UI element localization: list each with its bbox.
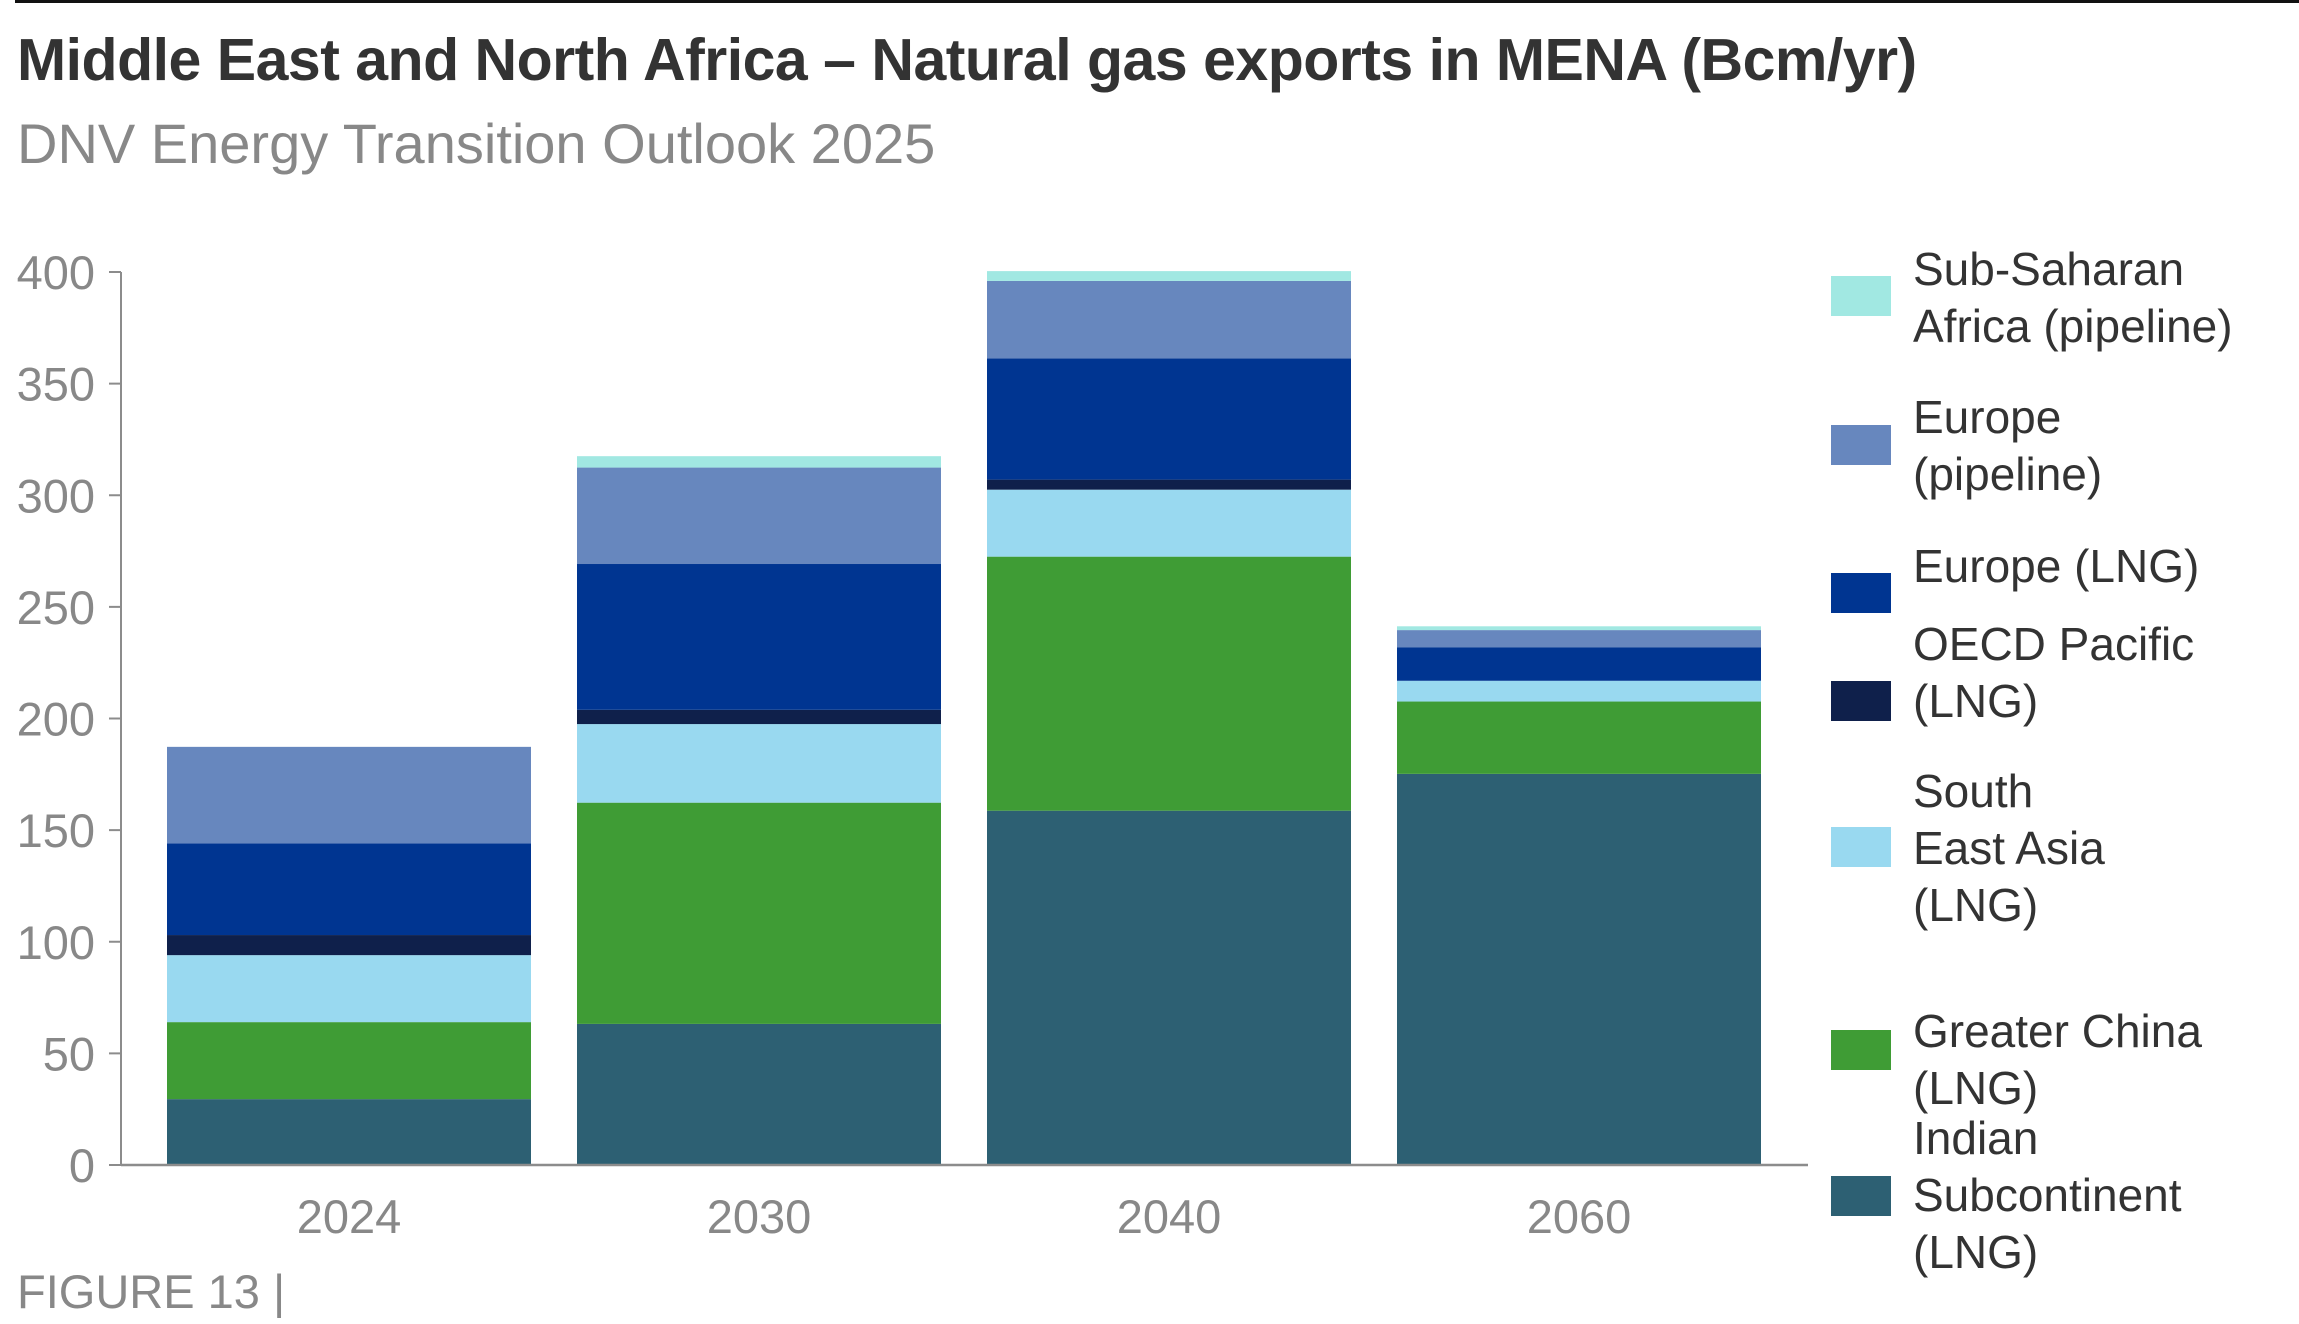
bar-segment-south-east-asia-lng-2024 bbox=[167, 955, 531, 1023]
legend-swatch bbox=[1831, 1030, 1891, 1070]
bar-segment-indian-subcontinent-lng-2040 bbox=[987, 810, 1351, 1165]
bar-segment-oecd-pacific-lng-2040 bbox=[987, 479, 1351, 490]
legend-swatch bbox=[1831, 573, 1891, 613]
bar-segment-sub-saharan-africa-pipeline-2030 bbox=[577, 456, 941, 468]
y-tick-label: 50 bbox=[43, 1027, 95, 1080]
bar-segment-oecd-pacific-lng-2024 bbox=[167, 935, 531, 956]
bar-segment-sub-saharan-africa-pipeline-2040 bbox=[987, 271, 1351, 281]
bar-stack-2060 bbox=[1397, 626, 1761, 1165]
bar-segment-indian-subcontinent-lng-2060 bbox=[1397, 773, 1761, 1165]
y-tick-label: 0 bbox=[69, 1139, 95, 1192]
x-tick-label: 2060 bbox=[1527, 1190, 1632, 1243]
stacked-bar-chart: 0 50 100 150 200 250 300 350 400 2024 2030 2040 206… bbox=[17, 246, 1808, 1243]
bar-segment-greater-china-lng-2060 bbox=[1397, 701, 1761, 774]
bar-segment-europe-pipeline-2024 bbox=[167, 746, 531, 844]
legend-swatch bbox=[1831, 827, 1891, 867]
bar-segment-europe-lng-2040 bbox=[987, 358, 1351, 480]
bar-segment-indian-subcontinent-lng-2030 bbox=[577, 1023, 941, 1165]
y-ticks-group: 0 50 100 150 200 250 300 350 400 bbox=[17, 246, 121, 1192]
bars-group bbox=[167, 271, 1761, 1165]
y-tick-label: 100 bbox=[17, 916, 95, 969]
legend-label: Greater China (LNG) bbox=[1913, 1005, 2202, 1114]
x-tick-label: 2024 bbox=[297, 1190, 402, 1243]
x-tick-label: 2040 bbox=[1117, 1190, 1222, 1243]
legend-label: Europe (pipeline) bbox=[1913, 391, 2103, 500]
legend-label: Europe (LNG) bbox=[1913, 540, 2200, 592]
bar-segment-europe-pipeline-2060 bbox=[1397, 630, 1761, 648]
y-tick-label: 150 bbox=[17, 804, 95, 857]
legend-label: OECD Pacific (LNG) bbox=[1913, 618, 2195, 727]
bar-segment-europe-pipeline-2040 bbox=[987, 280, 1351, 359]
bar-segment-europe-lng-2030 bbox=[577, 564, 941, 710]
bar-segment-europe-pipeline-2030 bbox=[577, 467, 941, 565]
bar-stack-2024 bbox=[167, 746, 531, 1165]
bar-segment-south-east-asia-lng-2030 bbox=[577, 724, 941, 803]
y-tick-label: 400 bbox=[17, 246, 95, 299]
legend-label: Indian Subcontinent (LNG) bbox=[1913, 1112, 2182, 1278]
bar-segment-south-east-asia-lng-2060 bbox=[1397, 680, 1761, 702]
bar-segment-greater-china-lng-2024 bbox=[167, 1022, 531, 1100]
y-tick-label: 250 bbox=[17, 581, 95, 634]
bar-segment-sub-saharan-africa-pipeline-2060 bbox=[1397, 626, 1761, 631]
chart-title: Middle East and North Africa – Natural g… bbox=[17, 27, 1917, 93]
legend-swatch bbox=[1831, 681, 1891, 721]
top-rule bbox=[15, 0, 2299, 3]
bar-segment-oecd-pacific-lng-2030 bbox=[577, 709, 941, 725]
bar-segment-indian-subcontinent-lng-2024 bbox=[167, 1099, 531, 1165]
bar-segment-europe-lng-2060 bbox=[1397, 647, 1761, 681]
x-tick-label: 2030 bbox=[707, 1190, 812, 1243]
legend-label: South East Asia (LNG) bbox=[1913, 765, 2105, 931]
legend-swatch bbox=[1831, 276, 1891, 316]
bar-segment-greater-china-lng-2030 bbox=[577, 802, 941, 1024]
x-ticks-group: 2024 2030 2040 2060 bbox=[297, 1190, 1632, 1243]
y-tick-label: 300 bbox=[17, 469, 95, 522]
legend-swatch bbox=[1831, 425, 1891, 465]
bar-segment-europe-lng-2024 bbox=[167, 843, 531, 936]
y-tick-label: 350 bbox=[17, 358, 95, 411]
figure-label: FIGURE 13 | bbox=[17, 1265, 286, 1318]
bar-segment-greater-china-lng-2040 bbox=[987, 556, 1351, 811]
chart-subtitle: DNV Energy Transition Outlook 2025 bbox=[17, 112, 936, 175]
bar-segment-south-east-asia-lng-2040 bbox=[987, 489, 1351, 557]
bar-stack-2040 bbox=[987, 271, 1351, 1165]
legend-label: Sub-Saharan Africa (pipeline) bbox=[1913, 243, 2233, 352]
bar-stack-2030 bbox=[577, 456, 941, 1165]
legend-swatch bbox=[1831, 1176, 1891, 1216]
y-tick-label: 200 bbox=[17, 693, 95, 746]
